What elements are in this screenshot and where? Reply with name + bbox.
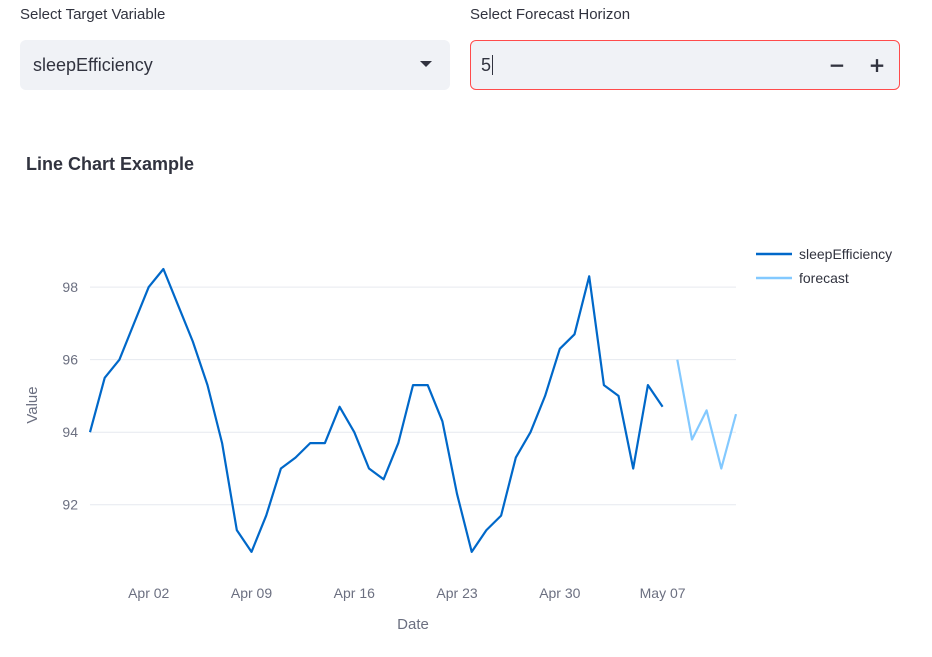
forecast-horizon-field[interactable]: 5 − + [470, 40, 900, 90]
x-tick-label: Apr 30 [539, 585, 580, 601]
legend-label[interactable]: forecast [799, 270, 849, 286]
chart-title: Line Chart Example [26, 154, 195, 174]
y-tick-label: 98 [62, 279, 78, 295]
y-tick-label: 92 [62, 497, 78, 513]
x-tick-label: May 07 [640, 585, 686, 601]
x-tick-label: Apr 02 [128, 585, 169, 601]
x-tick-label: Apr 09 [231, 585, 272, 601]
x-tick-label: Apr 16 [334, 585, 375, 601]
y-tick-label: 94 [62, 424, 78, 440]
target-variable-value: sleepEfficiency [33, 55, 153, 75]
series-line-forecast [676, 359, 738, 470]
target-variable-select[interactable]: sleepEfficiency [20, 40, 450, 90]
legend-label[interactable]: sleepEfficiency [799, 246, 892, 262]
forecast-horizon-label: Select Forecast Horizon [470, 6, 631, 23]
increment-button[interactable]: + [868, 53, 886, 77]
x-axis-title: Date [397, 616, 429, 633]
x-tick-label: Apr 23 [436, 585, 477, 601]
decrement-button[interactable]: − [828, 53, 846, 77]
y-axis-title: Value [24, 386, 41, 423]
y-tick-label: 96 [62, 352, 78, 368]
target-variable-label: Select Target Variable [20, 6, 166, 23]
chevron-down-icon[interactable] [420, 61, 432, 67]
forecast-horizon-input[interactable]: 5 [481, 55, 494, 75]
series-line-sleepEfficiency [88, 267, 664, 554]
